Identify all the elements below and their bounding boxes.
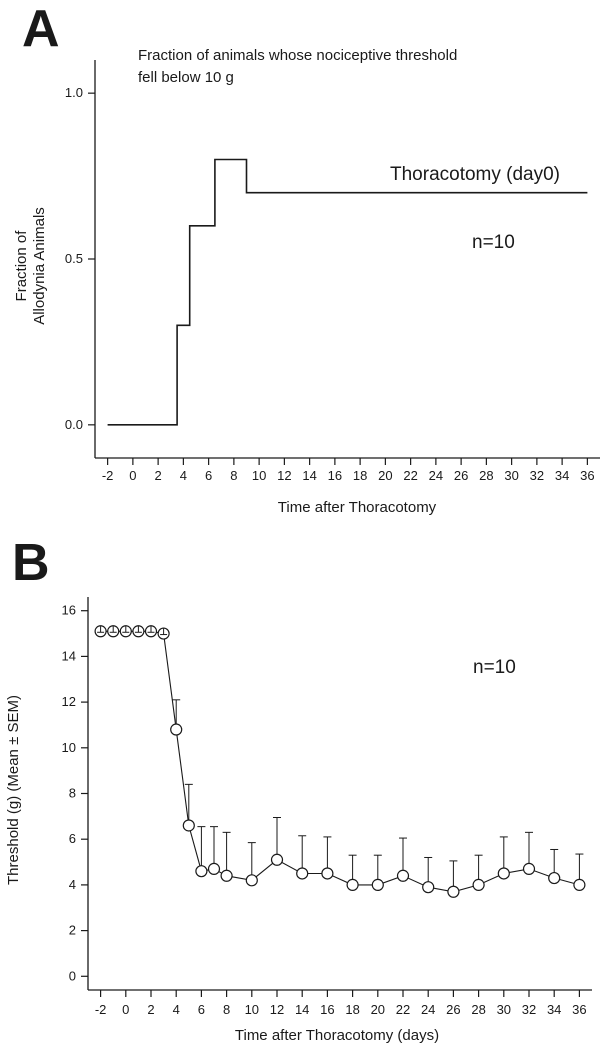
panel-b-error-bars (172, 699, 584, 892)
panel-a-y-tick-label: 0.5 (65, 251, 83, 266)
panel-b-x-tick-label: 20 (371, 1002, 385, 1017)
panel-b-x-tick-label: 32 (522, 1002, 536, 1017)
panel-b-x-axis-label: Time after Thoracotomy (days) (235, 1027, 439, 1044)
panel-b-point (472, 878, 485, 891)
panel-a-x-tick-label: 12 (277, 468, 291, 483)
panel-b-y-tick-label: 16 (62, 603, 76, 618)
panel-b-point (522, 862, 536, 876)
panel-b-y-tick-label: 10 (62, 740, 76, 755)
panel-b-point (548, 871, 561, 885)
panel-b-x-tick-label: 18 (345, 1002, 359, 1017)
panel-a-y-tick-label: 0.0 (65, 417, 83, 432)
panel-b-point (573, 878, 586, 891)
panel-a-x-tick-label: 24 (429, 468, 443, 483)
panel-a-x-ticks: -2 0 2 4 6 8 10 12 14 16 18 20 22 24 26 28 30 32 34 36 (102, 458, 595, 483)
panel-a-step-series (107, 158, 588, 426)
panel-a-x-tick-label: -2 (102, 468, 114, 483)
panel-b-point (182, 819, 195, 832)
panel-b-point (270, 853, 284, 866)
panel-a: A Fraction of animals whose nociceptive … (13, 0, 600, 516)
panel-b-y-tick-label: 0 (69, 968, 76, 983)
panel-b-x-tick-label: 30 (497, 1002, 511, 1017)
panel-b-x-tick-label: 36 (572, 1002, 586, 1017)
panel-b-point (170, 723, 183, 736)
panel-a-x-tick-label: 32 (530, 468, 544, 483)
panel-a-letter: A (22, 0, 60, 58)
panel-b-point (220, 869, 233, 882)
panel-b-y-tick-label: 14 (62, 648, 76, 663)
panel-a-x-tick-label: 6 (205, 468, 212, 483)
panel-b-point (321, 867, 334, 880)
panel-a-annotation-line-2: fell below 10 g (138, 69, 234, 86)
panel-b-x-tick-label: 8 (223, 1002, 230, 1017)
panel-b-y-tick-label: 2 (69, 923, 76, 938)
panel-b-x-tick-label: 2 (147, 1002, 154, 1017)
panel-a-x-tick-label: 34 (555, 468, 569, 483)
panel-b-point (195, 865, 208, 878)
panel-b-point (497, 867, 510, 880)
panel-a-x-tick-label: 18 (353, 468, 367, 483)
panel-a-x-tick-label: 8 (230, 468, 237, 483)
panel-b-x-tick-label: 0 (122, 1002, 129, 1017)
panel-b-point (207, 862, 221, 876)
panel-b-y-ticks: 0 2 4 6 8 10 12 14 16 (62, 603, 88, 983)
panel-a-x-tick-label: 2 (155, 468, 162, 483)
panel-a-x-tick-label: 36 (580, 468, 594, 483)
panel-b-letter: B (12, 534, 50, 592)
panel-b-x-tick-label: 16 (320, 1002, 334, 1017)
panel-a-x-tick-label: 4 (180, 468, 187, 483)
panel-b-x-tick-label: -2 (95, 1002, 107, 1017)
panel-a-x-tick-label: 30 (504, 468, 518, 483)
panel-b-y-tick-label: 6 (69, 831, 76, 846)
panel-a-annotation-line-1: Fraction of animals whose nociceptive th… (138, 47, 457, 64)
panel-b-x-tick-label: 4 (173, 1002, 180, 1017)
panel-a-n-label: n=10 (472, 232, 515, 253)
panel-b-x-tick-label: 34 (547, 1002, 561, 1017)
panel-b-point (447, 885, 460, 898)
panel-b-point (371, 878, 384, 891)
panel-b-markers (94, 625, 586, 898)
panel-a-x-tick-label: 16 (328, 468, 342, 483)
panel-a-y-axis-label-line-2: Allodynia Animals (31, 207, 48, 325)
panel-b-x-tick-label: 6 (198, 1002, 205, 1017)
panel-b-y-tick-label: 4 (69, 877, 76, 892)
panel-b-point (346, 878, 359, 891)
panel-b-y-tick-label: 12 (62, 694, 76, 709)
panel-b-x-tick-label: 14 (295, 1002, 309, 1017)
panel-a-x-tick-label: 22 (403, 468, 417, 483)
panel-a-series-label: Thoracotomy (day0) (390, 164, 560, 185)
panel-a-x-tick-label: 20 (378, 468, 392, 483)
panel-b-x-tick-label: 24 (421, 1002, 435, 1017)
panel-b-y-axis-label: Threshold (g) (Mean ± SEM) (5, 695, 22, 885)
panel-a-x-axis-label: Time after Thoracotomy (278, 499, 437, 516)
panel-b-point (245, 874, 258, 887)
panel-b-x-tick-label: 26 (446, 1002, 460, 1017)
panel-b-point (422, 881, 435, 894)
panel-b-x-tick-label: 28 (471, 1002, 485, 1017)
panel-a-x-tick-label: 28 (479, 468, 493, 483)
panel-a-y-ticks: 0.0 0.5 1.0 (65, 85, 95, 432)
panel-b-y-tick-label: 8 (69, 786, 76, 801)
panel-b-x-tick-label: 12 (270, 1002, 284, 1017)
panel-b-x-tick-label: 22 (396, 1002, 410, 1017)
panel-a-x-tick-label: 26 (454, 468, 468, 483)
panel-b-point (396, 869, 410, 882)
panel-a-y-axis-label-line-1: Fraction of (13, 230, 30, 302)
panel-a-x-tick-label: 14 (302, 468, 316, 483)
panel-a-y-tick-label: 1.0 (65, 85, 83, 100)
panel-b-n-label: n=10 (473, 657, 516, 678)
panel-b-point (296, 867, 309, 880)
panel-b-x-tick-label: 10 (245, 1002, 259, 1017)
panel-b-x-ticks: -2 0 2 4 6 8 10 12 14 16 18 20 22 24 26 28 30 32 34 36 (95, 990, 587, 1017)
panel-a-x-tick-label: 10 (252, 468, 266, 483)
panel-a-x-tick-label: 0 (129, 468, 136, 483)
